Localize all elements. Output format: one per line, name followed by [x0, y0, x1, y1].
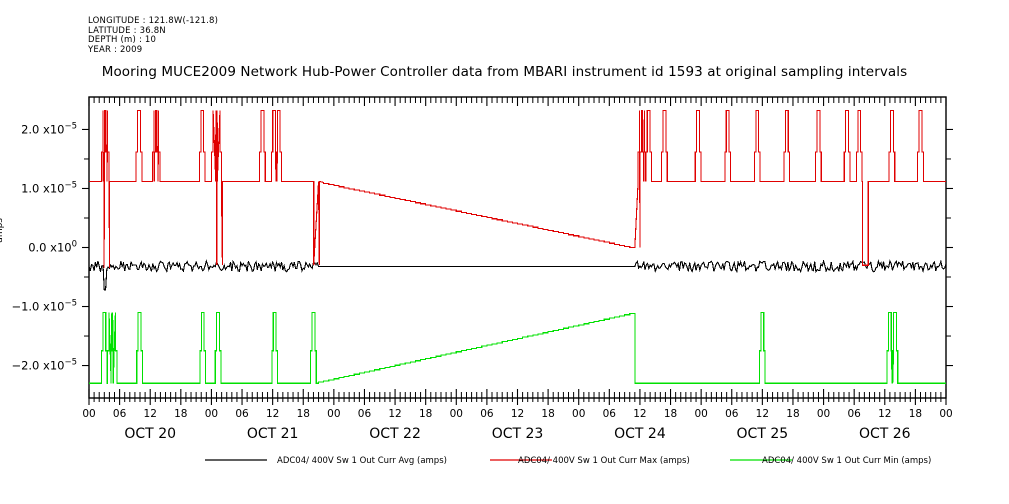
x-tick-label: 18: [174, 408, 187, 420]
data-series-adc04-400v-sw-1-out-curr-avg-amps: [88, 259, 947, 291]
depth-text: DEPTH (m) : 10: [88, 35, 157, 46]
legend-label: ADC04/ 400V Sw 1 Out Curr Max (amps): [518, 456, 690, 466]
y-tick-label: −1.0 x10−5: [11, 299, 77, 314]
x-tick-label: 18: [419, 408, 432, 420]
legend-label: ADC04/ 400V Sw 1 Out Curr Min (amps): [762, 456, 931, 466]
x-tick-label: 00: [817, 408, 830, 420]
x-tick-label: 06: [847, 408, 861, 420]
data-series-adc04-400v-sw-1-out-curr-min-amps: [89, 311, 946, 384]
x-tick-label: 00: [205, 408, 218, 420]
x-tick-label: 18: [909, 408, 922, 420]
x-tick-label: 18: [297, 408, 310, 420]
x-tick-label: 12: [878, 408, 891, 420]
x-day-label: OCT 24: [614, 426, 666, 442]
x-tick-label: 00: [327, 408, 340, 420]
y-tick-label: 2.0 x10−5: [21, 121, 77, 136]
x-tick-label: 12: [511, 408, 524, 420]
x-tick-label: 12: [633, 408, 646, 420]
station-metadata: LONGITUDE : 121.8W(-121.8) LATITUDE : 36…: [88, 16, 219, 55]
x-tick-label: 12: [266, 408, 279, 420]
x-day-label: OCT 26: [859, 426, 911, 442]
x-tick-label: 06: [358, 408, 372, 420]
x-tick-label: 18: [786, 408, 799, 420]
x-tick-label: 00: [694, 408, 707, 420]
x-tick-label: 06: [113, 408, 127, 420]
x-day-label: OCT 25: [737, 426, 789, 442]
data-series-adc04-400v-sw-1-out-curr-max-amps: [89, 110, 946, 269]
y-tick-label: −2.0 x10−5: [11, 358, 77, 373]
legend-label: ADC04/ 400V Sw 1 Out Curr Avg (amps): [277, 456, 447, 466]
x-day-label: OCT 20: [124, 426, 176, 442]
x-tick-label: 06: [725, 408, 739, 420]
x-tick-label: 00: [82, 408, 95, 420]
x-tick-label: 06: [235, 408, 249, 420]
x-tick-label: 00: [572, 408, 585, 420]
latitude-text: LATITUDE : 36.8N: [88, 25, 166, 36]
x-day-label: OCT 21: [247, 426, 299, 442]
x-tick-label: 18: [664, 408, 677, 420]
x-tick-label: 00: [450, 408, 463, 420]
x-day-label: OCT 23: [492, 426, 544, 442]
x-tick-label: 06: [480, 408, 494, 420]
year-text: YEAR : 2009: [88, 44, 143, 55]
x-tick-label: 00: [939, 408, 952, 420]
x-tick-label: 12: [388, 408, 401, 420]
y-tick-label: 1.0 x10−5: [21, 180, 77, 195]
longitude-text: LONGITUDE : 121.8W(-121.8): [88, 16, 219, 26]
x-tick-label: 12: [144, 408, 157, 420]
x-tick-label: 18: [541, 408, 554, 420]
x-tick-label: 12: [756, 408, 769, 420]
chart-title: Mooring MUCE2009 Network Hub-Power Contr…: [101, 64, 908, 80]
x-tick-label: 06: [603, 408, 617, 420]
y-tick-label: 0.0 x100: [28, 240, 77, 255]
x-day-label: OCT 22: [369, 426, 421, 442]
